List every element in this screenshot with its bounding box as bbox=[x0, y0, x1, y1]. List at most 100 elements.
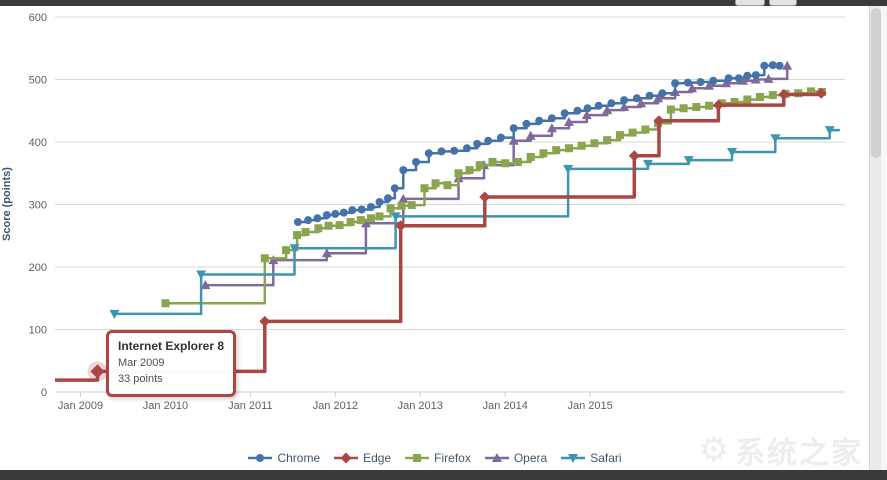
chrome-data-point[interactable] bbox=[473, 139, 482, 148]
chrome-data-point[interactable] bbox=[560, 109, 569, 118]
firefox-data-point[interactable] bbox=[301, 228, 310, 236]
chrome-data-point[interactable] bbox=[348, 206, 357, 215]
opera-data-point[interactable] bbox=[321, 248, 332, 258]
firefox-data-point[interactable] bbox=[386, 204, 395, 213]
firefox-data-point[interactable] bbox=[577, 141, 586, 150]
chrome-data-point[interactable] bbox=[383, 194, 392, 203]
firefox-data-point[interactable] bbox=[768, 91, 777, 100]
chrome-data-point[interactable] bbox=[724, 74, 733, 83]
opera-data-point[interactable] bbox=[200, 280, 211, 290]
opera-data-point[interactable] bbox=[581, 110, 592, 120]
chrome-data-point[interactable] bbox=[293, 218, 302, 226]
chrome-data-point[interactable] bbox=[671, 79, 680, 88]
chrome-data-point[interactable] bbox=[496, 133, 505, 142]
firefox-data-point[interactable] bbox=[420, 184, 429, 193]
edge-data-point[interactable] bbox=[628, 150, 640, 162]
chrome-data-point[interactable] bbox=[535, 116, 544, 125]
chrome-data-point[interactable] bbox=[390, 184, 399, 193]
chrome-data-point[interactable] bbox=[583, 104, 592, 113]
safari-data-point[interactable] bbox=[683, 156, 694, 166]
chrome-data-point[interactable] bbox=[375, 198, 384, 206]
opera-data-point[interactable] bbox=[738, 75, 749, 85]
chrome-data-point[interactable] bbox=[522, 119, 531, 128]
firefox-data-point[interactable] bbox=[443, 181, 452, 190]
chrome-data-point[interactable] bbox=[367, 203, 375, 211]
safari-data-point[interactable] bbox=[824, 126, 835, 136]
chrome-data-point[interactable] bbox=[450, 146, 459, 155]
hovered-data-point[interactable] bbox=[90, 364, 105, 379]
chrome-data-point[interactable] bbox=[484, 136, 493, 145]
opera-data-point[interactable] bbox=[268, 255, 279, 265]
firefox-data-point[interactable] bbox=[367, 214, 375, 223]
firefox-data-point[interactable] bbox=[552, 146, 561, 155]
legend-item-firefox[interactable]: Firefox bbox=[404, 451, 471, 465]
chrome-data-point[interactable] bbox=[357, 205, 366, 214]
firefox-data-point[interactable] bbox=[666, 105, 675, 114]
chrome-data-point[interactable] bbox=[645, 91, 654, 100]
firefox-data-point[interactable] bbox=[590, 139, 599, 148]
firefox-data-point[interactable] bbox=[431, 179, 440, 188]
window-button-1[interactable] bbox=[735, 0, 765, 6]
safari-data-point[interactable] bbox=[727, 148, 738, 157]
chrome-data-point[interactable] bbox=[313, 214, 322, 223]
chrome-data-point[interactable] bbox=[339, 208, 348, 217]
firefox-data-point[interactable] bbox=[465, 166, 474, 175]
firefox-data-point[interactable] bbox=[679, 104, 688, 113]
chrome-data-point[interactable] bbox=[331, 209, 340, 218]
chrome-data-point[interactable] bbox=[424, 149, 433, 158]
chrome-data-point[interactable] bbox=[768, 61, 777, 70]
chrome-data-point[interactable] bbox=[462, 144, 471, 153]
chrome-data-point[interactable] bbox=[775, 61, 784, 70]
chrome-data-point[interactable] bbox=[709, 76, 718, 85]
firefox-data-point[interactable] bbox=[705, 101, 714, 110]
chrome-data-point[interactable] bbox=[734, 74, 743, 83]
safari-data-point[interactable] bbox=[563, 164, 574, 174]
opera-data-point[interactable] bbox=[721, 78, 732, 88]
chrome-data-point[interactable] bbox=[751, 71, 760, 80]
opera-data-point[interactable] bbox=[763, 73, 774, 83]
firefox-data-point[interactable] bbox=[324, 221, 333, 230]
chrome-data-point[interactable] bbox=[437, 147, 446, 156]
opera-data-point[interactable] bbox=[619, 102, 630, 111]
edge-data-point[interactable] bbox=[712, 99, 724, 111]
chrome-data-point[interactable] bbox=[683, 78, 692, 87]
firefox-data-point[interactable] bbox=[603, 136, 612, 145]
firefox-data-point[interactable] bbox=[375, 212, 384, 221]
firefox-data-point[interactable] bbox=[513, 158, 522, 166]
opera-data-point[interactable] bbox=[360, 218, 371, 228]
opera-data-point[interactable] bbox=[398, 193, 409, 203]
firefox-data-point[interactable] bbox=[756, 93, 765, 101]
firefox-data-point[interactable] bbox=[743, 95, 752, 104]
firefox-data-point[interactable] bbox=[564, 144, 573, 153]
opera-data-point[interactable] bbox=[525, 130, 536, 140]
firefox-data-point[interactable] bbox=[346, 218, 355, 226]
chrome-data-point[interactable] bbox=[696, 78, 705, 86]
firefox-data-point[interactable] bbox=[407, 201, 416, 210]
edge-data-point[interactable] bbox=[259, 315, 271, 327]
safari-data-point[interactable] bbox=[289, 244, 300, 254]
firefox-data-point[interactable] bbox=[692, 103, 701, 111]
firefox-data-point[interactable] bbox=[475, 161, 484, 170]
firefox-data-point[interactable] bbox=[501, 159, 510, 168]
firefox-data-point[interactable] bbox=[539, 149, 548, 158]
safari-data-point[interactable] bbox=[390, 212, 401, 222]
edge-data-point[interactable] bbox=[815, 87, 827, 99]
edge-data-point[interactable] bbox=[778, 89, 790, 100]
chrome-data-point[interactable] bbox=[632, 94, 641, 103]
firefox-data-point[interactable] bbox=[356, 216, 365, 225]
safari-data-point[interactable] bbox=[770, 134, 781, 144]
safari-data-point[interactable] bbox=[109, 309, 120, 319]
chrome-data-point[interactable] bbox=[607, 99, 616, 108]
safari-data-point[interactable] bbox=[196, 270, 207, 280]
firefox-data-point[interactable] bbox=[628, 128, 637, 137]
chrome-data-point[interactable] bbox=[620, 96, 629, 105]
firefox-data-point[interactable] bbox=[335, 221, 344, 230]
opera-data-point[interactable] bbox=[602, 105, 613, 115]
chrome-data-point[interactable] bbox=[304, 216, 313, 225]
firefox-data-point[interactable] bbox=[314, 224, 323, 233]
chrome-data-point[interactable] bbox=[658, 89, 667, 98]
opera-data-point[interactable] bbox=[636, 98, 647, 108]
chrome-data-point[interactable] bbox=[547, 114, 556, 123]
opera-data-point[interactable] bbox=[704, 80, 715, 90]
opera-data-point[interactable] bbox=[782, 60, 793, 70]
